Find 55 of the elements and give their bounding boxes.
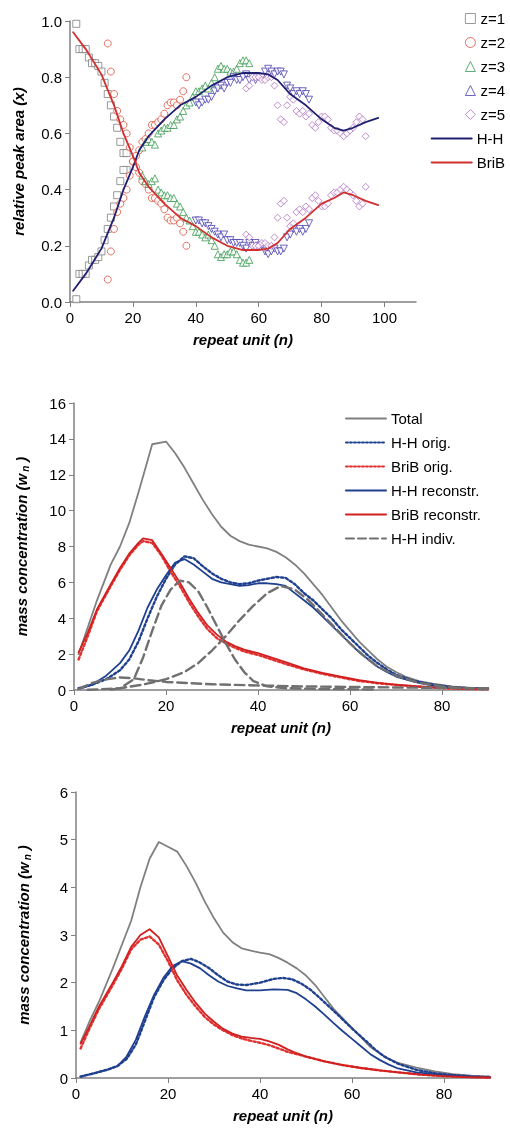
y-axis-title: relative peak area (x) <box>10 87 27 236</box>
y-axis-title: mass concentration (wn) <box>14 845 33 1025</box>
y-tick-label: 0.8 <box>41 68 62 86</box>
y-tick-label: 5 <box>59 831 68 849</box>
y-tick-label: 1.0 <box>41 12 62 30</box>
x-tick-label: 80 <box>435 1085 453 1102</box>
x-tick-label: 20 <box>159 1085 177 1102</box>
x-tick-label: 40 <box>249 697 267 714</box>
y-tick-label: 0.4 <box>41 181 62 199</box>
x-tick-label: 40 <box>187 309 205 326</box>
y-tick-label: 8 <box>57 538 66 555</box>
y-tick-label: 10 <box>49 502 66 520</box>
legend-label: z=4 <box>480 82 506 99</box>
legend-label: H-H reconstr. <box>390 482 480 499</box>
y-tick-label: 3 <box>59 926 68 944</box>
x-tick-label: 20 <box>124 309 142 326</box>
x-tick-label: 20 <box>157 697 175 714</box>
x-tick-label: 60 <box>250 309 268 326</box>
legend-label: H-H <box>476 130 504 147</box>
y-tick-label: 6 <box>57 573 66 591</box>
x-axis-title: repeat unit (n) <box>231 719 331 736</box>
x-tick-label: 60 <box>341 697 359 714</box>
y-tick-label: 0 <box>59 1069 68 1087</box>
legend-label: BriB reconstr. <box>390 506 481 523</box>
legend-label: H-H orig. <box>390 434 451 451</box>
legend-label: BriB orig. <box>390 458 453 475</box>
y-tick-label: 0.0 <box>41 293 62 311</box>
y-tick-label: 4 <box>57 609 66 627</box>
y-axis-title: mass concentration (wn) <box>12 456 31 637</box>
legend-label: H-H indiv. <box>390 530 456 547</box>
y-tick-label: 0.2 <box>41 237 62 255</box>
y-tick-label: 0 <box>57 681 66 699</box>
y-tick-label: 1 <box>59 1021 68 1039</box>
x-axis-title: repeat unit (n) <box>233 1107 333 1124</box>
legend-label: z=3 <box>480 58 506 75</box>
legend-label: z=2 <box>480 34 506 51</box>
y-tick-label: 2 <box>59 974 68 992</box>
legend-label: z=5 <box>480 106 506 123</box>
y-tick-label: 16 <box>49 394 66 412</box>
y-tick-label: 4 <box>59 878 68 896</box>
y-tick-label: 12 <box>49 466 66 484</box>
x-tick-label: 0 <box>71 1085 81 1102</box>
legend-label: z=1 <box>480 10 506 27</box>
x-tick-label: 100 <box>372 309 398 326</box>
y-tick-label: 2 <box>57 645 66 663</box>
x-axis-title: repeat unit (n) <box>193 331 293 348</box>
x-tick-label: 80 <box>313 309 330 326</box>
x-tick-label: 40 <box>251 1085 269 1102</box>
y-tick-label: 14 <box>49 430 66 448</box>
legend-label: BriB <box>476 154 506 171</box>
legend-label: Total <box>390 410 423 427</box>
x-tick-label: 80 <box>433 697 451 714</box>
y-tick-label: 6 <box>59 783 68 801</box>
x-tick-label: 60 <box>343 1085 361 1102</box>
y-tick-label: 0.6 <box>41 124 62 142</box>
